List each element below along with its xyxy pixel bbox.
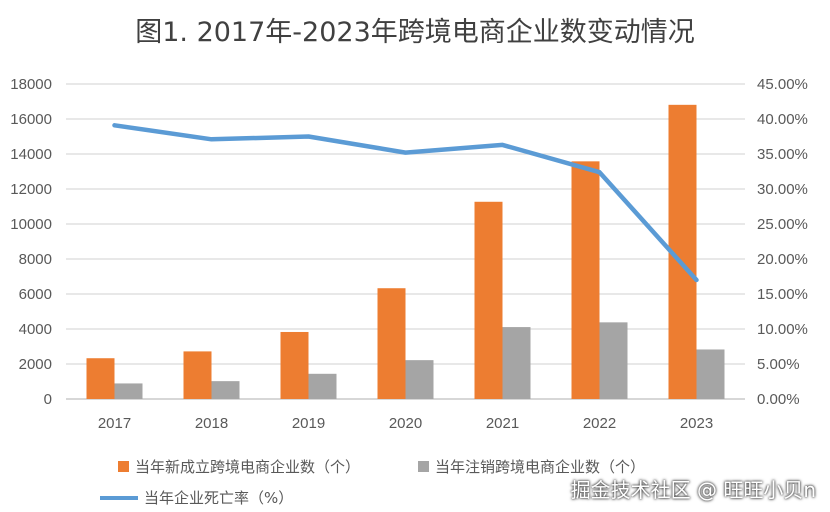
line-death-rate xyxy=(112,123,699,283)
x-tick-label: 2020 xyxy=(389,415,422,432)
left-tick-label: 0 xyxy=(44,391,52,408)
bar-new xyxy=(377,288,406,399)
watermark: 掘金技术社区 @ 旺旺小贝n xyxy=(570,478,816,502)
right-tick-label: 35.00% xyxy=(757,146,808,163)
legend-label: 当年企业死亡率（%） xyxy=(144,489,294,507)
bar-cancelled xyxy=(599,322,628,399)
legend-swatch-gray xyxy=(418,461,429,472)
bar-cancelled xyxy=(405,360,434,399)
left-tick-label: 2000 xyxy=(19,356,52,373)
right-tick-label: 10.00% xyxy=(757,321,808,338)
legend-swatch-orange xyxy=(118,461,129,472)
legend-line-blue xyxy=(100,495,138,500)
left-tick-label: 6000 xyxy=(19,286,52,303)
legend-label: 当年新成立跨境电商企业数（个） xyxy=(135,458,361,476)
left-tick-label: 8000 xyxy=(19,251,52,268)
left-tick-label: 14000 xyxy=(10,146,52,163)
legend-item-rate: 当年企业死亡率（%） xyxy=(100,487,293,508)
bar-cancelled xyxy=(211,381,240,399)
left-tick-label: 12000 xyxy=(10,181,52,198)
left-tick-label: 4000 xyxy=(19,321,52,338)
bar-new xyxy=(183,351,212,399)
x-tick-label: 2023 xyxy=(680,415,713,432)
right-tick-label: 0.00% xyxy=(757,391,800,408)
right-tick-label: 30.00% xyxy=(757,181,808,198)
x-tick-label: 2022 xyxy=(583,415,616,432)
legend-item-new: 当年新成立跨境电商企业数（个） xyxy=(118,456,360,477)
left-tick-label: 10000 xyxy=(10,216,52,233)
legend-item-cancelled: 当年注销跨境电商企业数（个） xyxy=(418,456,645,477)
bar-new xyxy=(280,331,309,399)
right-tick-label: 15.00% xyxy=(757,286,808,303)
right-tick-label: 45.00% xyxy=(757,76,808,93)
x-tick-label: 2017 xyxy=(98,415,131,432)
bar-cancelled xyxy=(308,373,337,399)
left-tick-label: 18000 xyxy=(10,76,52,93)
x-tick-label: 2018 xyxy=(195,415,228,432)
right-tick-label: 20.00% xyxy=(757,251,808,268)
bar-cancelled xyxy=(502,327,531,399)
legend-label: 当年注销跨境电商企业数（个） xyxy=(435,458,646,476)
right-tick-label: 25.00% xyxy=(757,216,808,233)
bar-new xyxy=(474,201,503,399)
bar-new xyxy=(86,358,115,399)
right-tick-label: 5.00% xyxy=(757,356,800,373)
bar-new xyxy=(571,161,600,399)
x-tick-label: 2019 xyxy=(292,415,325,432)
bar-cancelled xyxy=(696,349,725,399)
bar-cancelled xyxy=(114,383,143,399)
right-tick-label: 40.00% xyxy=(757,111,808,128)
left-tick-label: 16000 xyxy=(10,111,52,128)
chart-title: 图1. 2017年-2023年跨境电商企业数变动情况 xyxy=(135,17,695,48)
x-tick-label: 2021 xyxy=(486,415,519,432)
